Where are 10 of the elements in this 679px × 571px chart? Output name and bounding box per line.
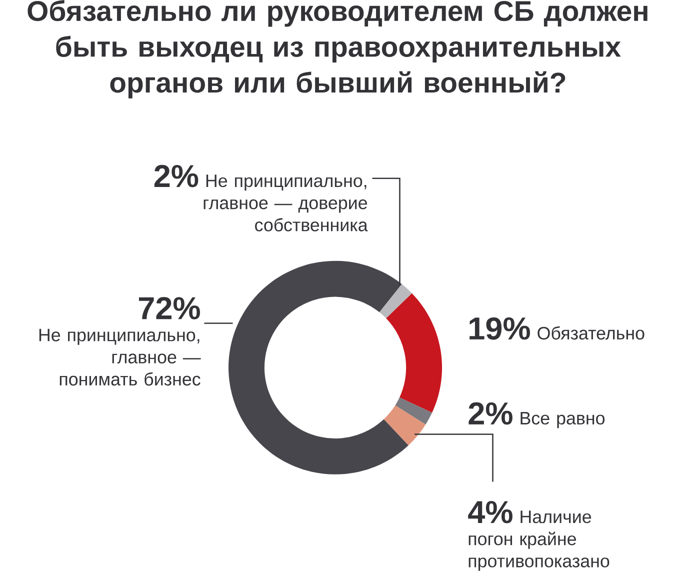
slice-label: Обязательно [538,326,644,340]
data-label: 2% [468,402,512,425]
chart-title: Обязательно ли руководителем СБ должен быть выходец из правоохранительных органов или бывший военный? [28,0,648,98]
slice-label: Не принципиально, главное — понимать бизнес [39,328,201,386]
data-label: 19% [470,317,530,340]
data-label: 4% [468,501,512,524]
slice-label: Не принципиально, главное — доверие собственника [204,174,368,232]
slice-label: Все равно [520,412,605,428]
data-label: 72% [138,297,200,320]
data-label: 2% [154,164,198,188]
